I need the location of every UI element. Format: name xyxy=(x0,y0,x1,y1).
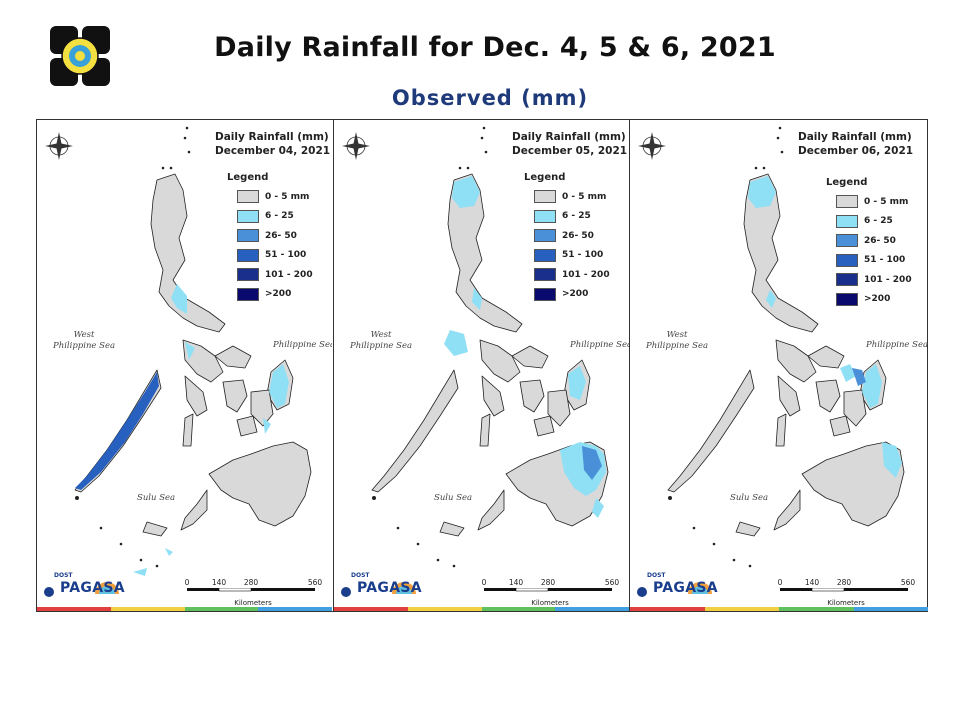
pagasa-logo: DOST PAGASA xyxy=(340,572,422,606)
compass-rose-icon xyxy=(638,132,666,160)
page-subtitle: Observed (mm) xyxy=(391,86,589,110)
map-panel-dec-05: Daily Rainfall (mm) December 05, 2021 Leg… xyxy=(333,120,629,611)
map-title: Daily Rainfall (mm) December 06, 2021 xyxy=(798,131,914,157)
legend-item: 51 - 100 xyxy=(836,251,912,271)
legend-item: 0 - 5 mm xyxy=(836,192,912,212)
color-stripe xyxy=(37,607,332,611)
legend-swatch xyxy=(534,248,556,262)
legend-item: >200 xyxy=(836,290,912,310)
west-philippine-sea-label: West Philippine Sea xyxy=(350,330,413,351)
legend-swatch xyxy=(237,190,259,204)
rainfall-legend: Legend 0 - 5 mm 6 - 25 26- 50 51 - 100 1… xyxy=(524,172,610,305)
legend-swatch xyxy=(836,214,858,228)
legend-title: Legend xyxy=(826,177,868,188)
legend-swatch xyxy=(534,268,556,282)
scale-bar: 0 140 280 560 Kilometers xyxy=(481,578,620,607)
scale-bar: 0 140 280 560 Kilometers xyxy=(184,578,323,607)
legend-item: 26- 50 xyxy=(836,231,912,251)
map-title: Daily Rainfall (mm) December 05, 2021 xyxy=(512,131,628,157)
philippines-map xyxy=(342,126,609,568)
rainfall-legend: Legend 0 - 5 mm 6 - 25 26- 50 51 - 100 1… xyxy=(826,177,912,310)
legend-swatch xyxy=(836,195,858,209)
legend-swatch xyxy=(836,234,858,248)
legend-swatch xyxy=(534,229,556,243)
legend-item: 51 - 100 xyxy=(534,246,610,266)
legend-item: 26- 50 xyxy=(534,226,610,246)
legend-swatch xyxy=(836,273,858,287)
legend-swatch xyxy=(237,268,259,282)
legend-item: 101 - 200 xyxy=(237,265,313,285)
rainfall-legend: Legend 0 - 5 mm 6 - 25 26- 50 51 - 100 1… xyxy=(227,172,313,305)
legend-item: 6 - 25 xyxy=(237,207,313,227)
color-stripe xyxy=(334,607,629,611)
sulu-sea-label: Sulu Sea xyxy=(434,493,473,503)
map-title: Daily Rainfall (mm) December 04, 2021 xyxy=(215,131,331,157)
page-title: Daily Rainfall for Dec. 4, 5 & 6, 2021 xyxy=(214,32,776,63)
legend-item: 51 - 100 xyxy=(237,246,313,266)
legend-item: >200 xyxy=(534,285,610,305)
sulu-sea-label: Sulu Sea xyxy=(137,493,176,503)
legend-item: 6 - 25 xyxy=(836,212,912,232)
philippine-sea-label: Philippine Sea xyxy=(570,340,629,350)
compass-rose-icon xyxy=(45,132,73,160)
west-philippine-sea-label: West Philippine Sea xyxy=(646,330,709,351)
philippine-sea-label: Philippine Sea xyxy=(273,340,332,350)
rainfall-overlay xyxy=(748,176,902,478)
rainfall-overlay xyxy=(444,176,606,518)
legend-item: 101 - 200 xyxy=(534,265,610,285)
legend-item: 0 - 5 mm xyxy=(237,187,313,207)
dost-logo xyxy=(50,26,110,86)
sulu-sea-label: Sulu Sea xyxy=(730,493,769,503)
legend-item: 6 - 25 xyxy=(534,207,610,227)
legend-swatch xyxy=(836,253,858,267)
philippines-map xyxy=(45,126,312,576)
legend-swatch xyxy=(534,209,556,223)
pagasa-logo: DOST PAGASA xyxy=(43,572,125,606)
compass-rose-icon xyxy=(342,132,370,160)
legend-item: >200 xyxy=(237,285,313,305)
legend-item: 101 - 200 xyxy=(836,270,912,290)
scale-bar: 0 140 280 560 Kilometers xyxy=(777,578,916,607)
rainfall-overlay xyxy=(75,284,289,576)
color-stripe xyxy=(630,607,928,611)
philippine-sea-label: Philippine Sea xyxy=(866,340,928,350)
legend-item: 0 - 5 mm xyxy=(534,187,610,207)
legend-swatch xyxy=(534,190,556,204)
legend-title: Legend xyxy=(524,172,566,183)
map-panel-dec-04: Daily Rainfall (mm) December 04, 2021 Leg… xyxy=(37,120,332,611)
map-panel-dec-06: Daily Rainfall (mm) December 06, 2021 Leg… xyxy=(629,120,928,611)
philippines-map xyxy=(638,126,905,568)
legend-swatch xyxy=(237,248,259,262)
legend-item: 26- 50 xyxy=(237,226,313,246)
map-panels: Daily Rainfall (mm) December 04, 2021 Leg… xyxy=(36,119,928,612)
pagasa-logo: DOST PAGASA xyxy=(636,572,718,606)
legend-swatch xyxy=(237,209,259,223)
legend-title: Legend xyxy=(227,172,269,183)
west-philippine-sea-label: West Philippine Sea xyxy=(53,330,116,351)
legend-swatch xyxy=(237,287,259,301)
legend-swatch xyxy=(836,292,858,306)
legend-swatch xyxy=(534,287,556,301)
legend-swatch xyxy=(237,229,259,243)
